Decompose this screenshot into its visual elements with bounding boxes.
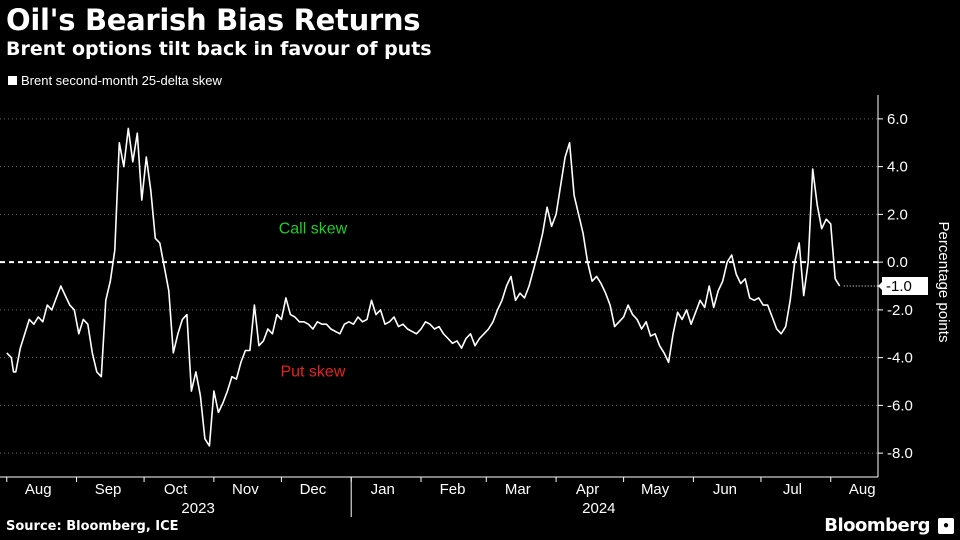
- legend-swatch: [8, 76, 17, 85]
- last-value-box: [882, 277, 928, 295]
- bloomberg-logo: Bloomberg: [824, 515, 930, 536]
- series-group: -1.0: [6, 127, 928, 447]
- y-tick-label: -2.0: [887, 302, 913, 319]
- x-tick-label: Aug: [25, 481, 52, 498]
- x-tick-label: Jul: [783, 481, 802, 498]
- chart-title: Oil's Bearish Bias Returns: [6, 3, 421, 37]
- year-label: 2023: [181, 500, 214, 517]
- x-tick-label: Feb: [440, 481, 466, 498]
- y-tick-label: 0.0: [887, 254, 908, 271]
- x-tick-label: Dec: [300, 481, 327, 498]
- y-tick-label: 4.0: [887, 159, 908, 176]
- last-value-text: -1.0: [886, 278, 912, 295]
- annotations: Call skew Put skew: [279, 220, 348, 380]
- chart-subtitle: Brent options tilt back in favour of put…: [6, 38, 432, 60]
- legend-label: Brent second-month 25-delta skew: [21, 73, 222, 88]
- annotation-label: Put skew: [280, 364, 345, 381]
- chat-bubble-icon: ●: [938, 518, 954, 534]
- annotation-label: Call skew: [279, 220, 348, 237]
- x-axis: Aug Sep Oct Nov Dec Jan Feb Mar Apr May Jun Jul Aug 2…: [0, 476, 878, 517]
- y-tick-label: 2.0: [887, 206, 908, 223]
- x-tick-label: Mar: [505, 481, 531, 498]
- x-tick-label: Jan: [371, 481, 395, 498]
- x-tick-label: Nov: [232, 481, 259, 498]
- y-tick-label: -4.0: [887, 350, 913, 367]
- last-value-pointer: [878, 281, 883, 291]
- x-tick-label: Oct: [164, 481, 188, 498]
- x-tick-label: Jun: [713, 481, 737, 498]
- y-tick-label: -8.0: [887, 445, 913, 462]
- year-label: 2024: [582, 500, 615, 517]
- series-line: [6, 127, 841, 447]
- grid-lines: [0, 118, 878, 454]
- legend: Brent second-month 25-delta skew: [8, 73, 222, 88]
- y-tick-label: 6.0: [887, 111, 908, 128]
- last-value-label: -1.0: [843, 277, 928, 295]
- y-axis: 6.0 4.0 2.0 0.0 -2.0 -4.0 -6.0 -8.0 Percentage p…: [877, 95, 952, 477]
- y-tick-label: -6.0: [887, 397, 913, 414]
- x-tick-label: Aug: [849, 481, 876, 498]
- x-tick-label: Apr: [576, 481, 599, 498]
- x-tick-label: Sep: [95, 481, 122, 498]
- y-axis-label: Percentage points: [935, 222, 952, 343]
- source-note: Source: Bloomberg, ICE: [6, 519, 179, 534]
- x-tick-label: May: [641, 481, 670, 498]
